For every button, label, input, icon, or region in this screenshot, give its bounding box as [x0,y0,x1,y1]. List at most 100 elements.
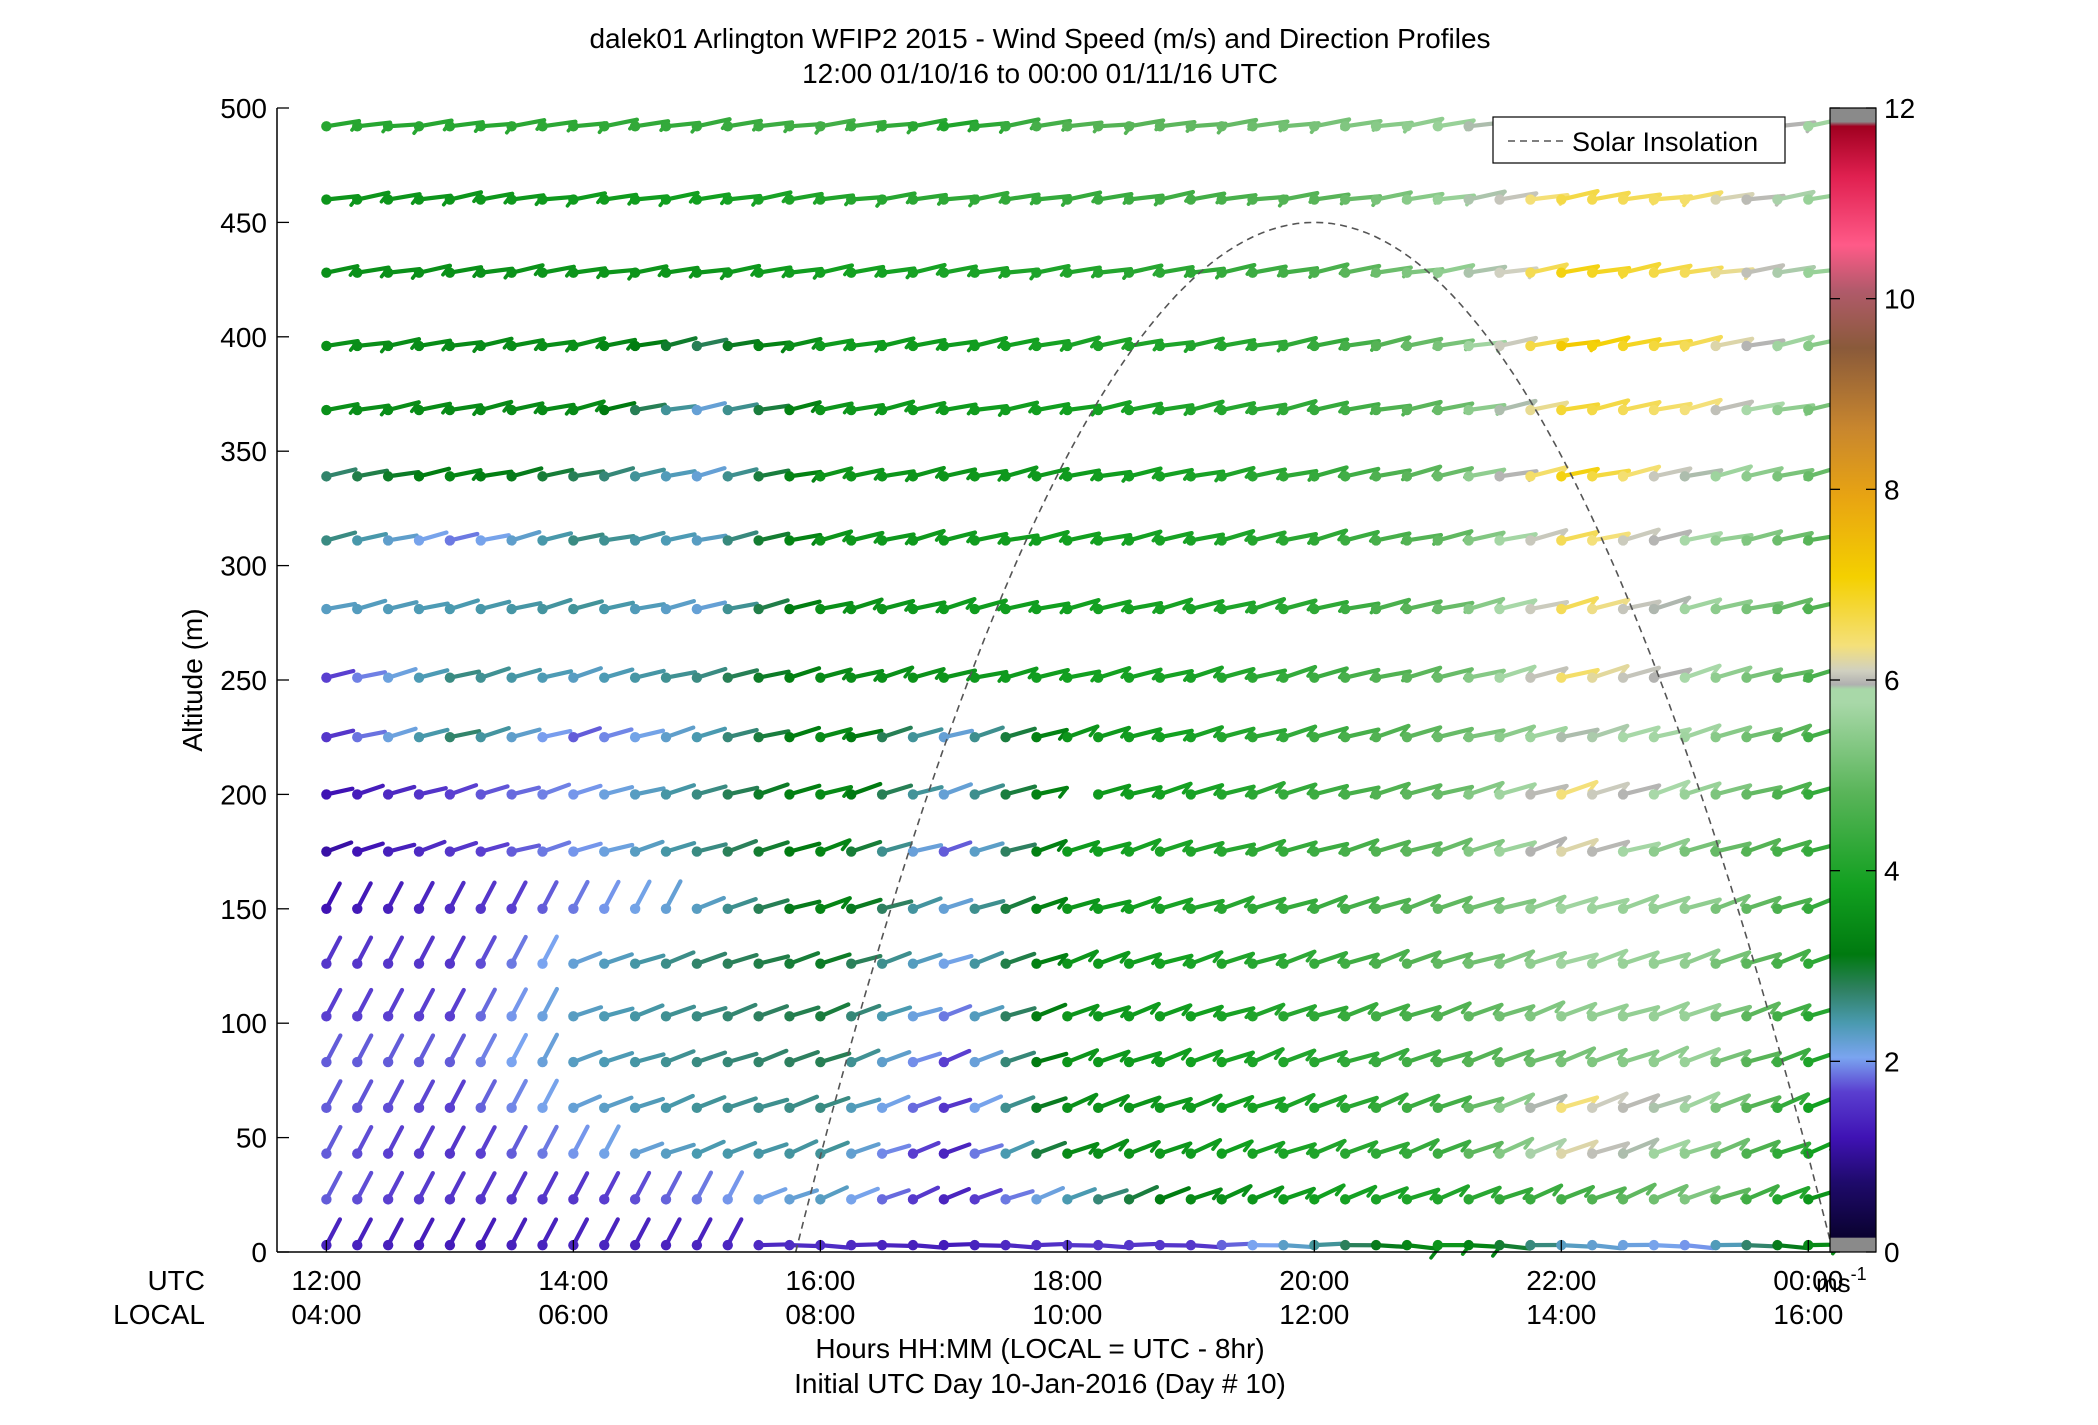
wind-barb [1772,1003,1812,1022]
wind-barb-head [444,404,456,416]
wind-barb [506,785,541,800]
wind-barb-head [1370,732,1382,743]
wind-barb [969,841,1005,857]
wind-barb [1093,1049,1131,1068]
wind-barb [1710,1239,1747,1251]
wind-barb [629,339,668,352]
wind-barb-stem [1096,191,1134,202]
wind-barb [599,1006,635,1022]
wind-barb-head [1216,1239,1227,1251]
wind-barb [1494,1136,1535,1159]
wind-barb-flag [1460,1139,1472,1153]
wind-barb-head [1803,1194,1814,1205]
wind-barb-flag [1182,597,1193,611]
wind-barb [660,404,698,416]
wind-barb-head [722,471,733,482]
wind-barb-head [1741,267,1752,278]
wind-barb-stem [1466,189,1507,202]
wind-barb-head [1556,404,1567,416]
wind-barb-head [1525,603,1536,615]
wind-barb-head [444,121,456,132]
wind-barb-flag [1151,1051,1162,1064]
wind-barb-head [907,1148,919,1159]
wind-barb-head [691,789,703,800]
wind-barb-head [1309,471,1320,482]
wind-barb [1185,1049,1224,1068]
wind-barb-stem [1373,781,1411,797]
wind-barb-flag [1119,951,1131,964]
wind-barb [1494,1239,1532,1251]
wind-barb [784,1094,820,1114]
wind-barb-head [382,846,394,857]
wind-barb-head [1123,535,1135,546]
wind-barb-stem [880,665,915,680]
wind-barb-stem [1312,1183,1346,1202]
wind-barb-head [1679,903,1691,914]
wind-barb-head [1093,846,1104,857]
wind-barb-head [413,471,425,482]
wind-barb [382,1170,405,1205]
wind-barb [753,403,791,416]
wind-barb-stem [416,401,453,413]
wind-barb [753,898,790,914]
wind-barb-flag [1212,1005,1224,1018]
wind-barb-stem [1312,894,1348,911]
wind-barb [1123,1239,1159,1251]
wind-barb-head [1494,1102,1505,1114]
wind-barb-stem [1466,596,1506,612]
wind-barb-head [1247,603,1258,615]
wind-barb-head [1617,1011,1629,1022]
wind-barb [382,726,418,743]
wind-barb-head [660,535,672,546]
wind-barb-head [1370,1194,1382,1205]
wind-barb-stem [1250,728,1288,740]
wind-barb [599,785,635,800]
wind-barb [1185,1187,1223,1205]
wind-barb [1247,1002,1286,1022]
wind-barb-head [537,121,548,132]
wind-barb [1123,838,1162,857]
wind-barb-stem [1343,896,1380,911]
wind-barb-head [1679,1194,1691,1205]
wind-barb-stem [1466,1140,1504,1156]
wind-barb [1093,1094,1130,1114]
wind-barb [1370,1003,1411,1022]
wind-barb-head [784,535,795,546]
wind-barb-head [629,789,641,800]
wind-barb [1586,1186,1627,1205]
wind-barb-stem [972,669,1009,680]
wind-barb-head [1370,267,1382,278]
wind-barb-head [475,340,486,352]
wind-barb [629,602,666,615]
wind-barb-stem [1744,263,1786,275]
wind-barb-head [1031,1194,1042,1205]
wind-barb-head [1679,404,1691,416]
wind-barb-head [352,121,363,132]
wind-barb-head [475,789,486,800]
wind-barb-stem [1590,781,1630,797]
wind-barb-stem [1188,1187,1223,1202]
wind-barb-head [907,194,919,205]
wind-barb-stem [1497,532,1538,543]
wind-barb-head [846,846,857,857]
wind-barb-head [568,846,579,857]
wind-barb-stem [1744,895,1782,911]
wind-barb-stem [818,401,854,413]
wind-barb-head [1278,789,1289,800]
wind-barb [876,1005,913,1022]
wind-barb-head [1463,194,1474,205]
wind-barb-head [1031,267,1042,278]
wind-barb-stem [1157,669,1194,680]
wind-barb-head [382,732,394,743]
wind-barb [1401,1138,1440,1159]
wind-barb-stem [1003,465,1039,479]
wind-barb-flag [1242,1139,1254,1153]
wind-barb-head [1648,603,1660,615]
wind-barb-stem [1435,1184,1471,1202]
wind-barb [568,599,604,615]
wind-barb-head [907,789,919,800]
wind-barb-head [568,121,579,132]
wind-barb-head [629,732,641,743]
wind-barb-head [1494,1239,1505,1251]
wind-barb-stem [1497,1187,1534,1202]
